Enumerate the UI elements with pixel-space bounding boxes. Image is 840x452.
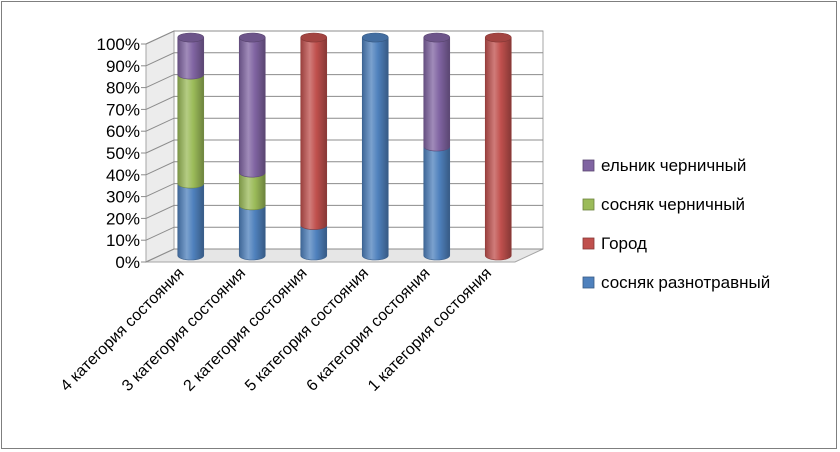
bar-segment — [423, 37, 451, 152]
legend-label: ельник черничный — [601, 156, 746, 175]
y-tick-label: 80% — [106, 79, 140, 98]
bar-top-cap — [484, 32, 512, 43]
bar-top-cap — [423, 32, 451, 43]
legend-swatch — [582, 159, 595, 172]
floor — [145, 248, 544, 263]
legend-label: сосняк черничный — [601, 195, 745, 214]
y-tick-label: 50% — [106, 144, 140, 163]
bar-segment — [300, 37, 328, 230]
bar-top-cap — [300, 32, 328, 43]
gridline — [145, 248, 543, 263]
gridline — [145, 139, 543, 154]
bar-segment — [238, 205, 266, 261]
x-category-label: 4 категория состояния — [58, 265, 188, 395]
bar-segment — [238, 172, 266, 211]
legend-swatch — [582, 198, 595, 211]
bar-segment — [361, 37, 389, 261]
y-tick-label: 30% — [106, 188, 140, 207]
x-category-label: 1 категория состояния — [365, 265, 495, 395]
bar-top-cap — [238, 32, 266, 43]
bar-segment — [423, 146, 451, 261]
legend-swatch — [582, 237, 595, 250]
bar-segment — [177, 183, 205, 261]
y-tick-label: 20% — [106, 209, 140, 228]
y-tick-label: 100% — [97, 35, 140, 54]
y-tick-label: 0% — [115, 253, 140, 272]
x-category-label: 6 категория состояния — [304, 265, 434, 395]
bar-top-cap — [361, 32, 389, 43]
y-tick-label: 70% — [106, 100, 140, 119]
bar-segment — [238, 37, 266, 178]
x-category-label: 2 категория состояния — [181, 265, 311, 395]
gridline — [145, 204, 543, 219]
gridline — [145, 52, 543, 67]
gridline — [145, 117, 543, 132]
gridline — [145, 183, 543, 198]
bar-segment — [177, 74, 205, 189]
gridline — [145, 226, 543, 241]
gridline — [145, 95, 543, 110]
legend-label: сосняк разнотравный — [601, 273, 770, 292]
legend-swatch — [582, 276, 595, 289]
bar-top-cap — [177, 32, 205, 43]
y-tick-label: 60% — [106, 122, 140, 141]
bar-segment — [484, 37, 512, 261]
y-tick-label: 40% — [106, 166, 140, 185]
gridline — [145, 30, 543, 45]
bar-segment — [300, 224, 328, 261]
bar-segment — [177, 37, 205, 80]
gridline — [145, 161, 543, 176]
y-tick-label: 10% — [106, 231, 140, 250]
x-category-label: 3 категория состояния — [119, 265, 249, 395]
x-category-label: 5 категория состояния — [242, 265, 372, 395]
gridline — [145, 74, 543, 89]
y-tick-label: 90% — [106, 57, 140, 76]
legend-label: Город — [601, 234, 647, 253]
